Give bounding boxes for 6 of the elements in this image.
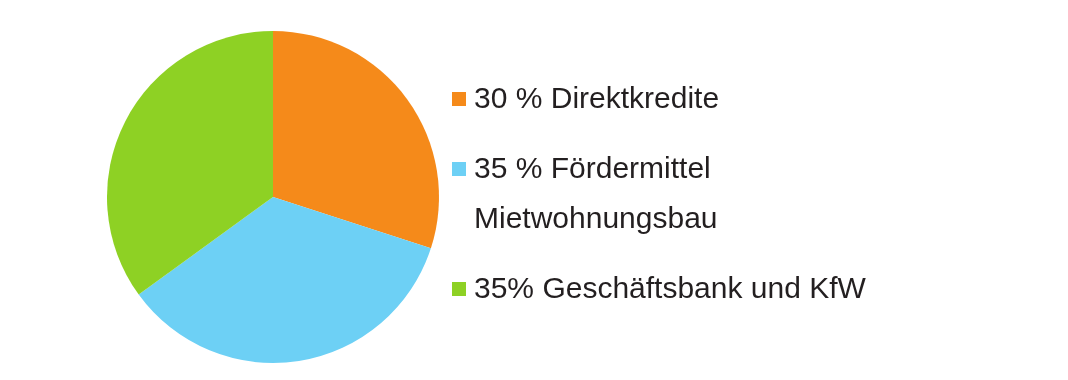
legend-label: 30 % Direktkredite [474, 81, 720, 114]
pie-slice [138, 197, 431, 363]
legend-label: 35 % Fördermittel Mietwohnungsbau [474, 151, 718, 234]
pie-slice [107, 31, 273, 295]
pie-slice [273, 31, 439, 249]
legend-label: 35% Geschäftsbank und KfW [474, 271, 867, 304]
